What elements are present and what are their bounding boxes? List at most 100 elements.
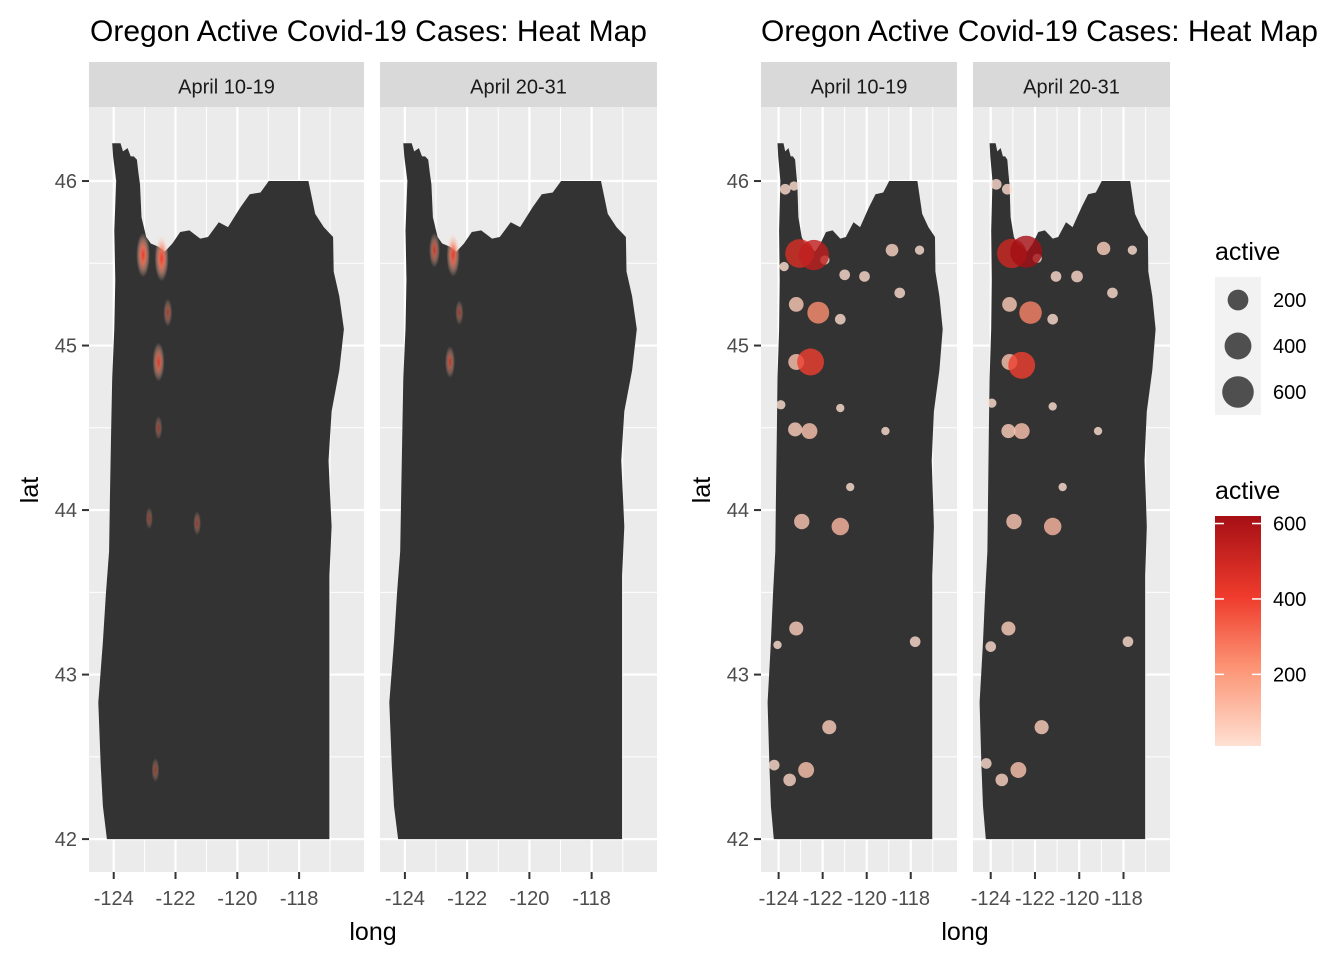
case-point — [886, 244, 899, 257]
heat-hotspot — [136, 233, 150, 278]
y-tick-label: 42 — [727, 829, 749, 851]
case-point — [835, 314, 846, 325]
strip-label-right-1: April 10-19 — [811, 77, 908, 99]
y-tick-label: 42 — [55, 829, 77, 851]
case-point — [1014, 423, 1030, 439]
y-axis-left: 42 43 44 45 46 — [55, 171, 89, 851]
case-point — [991, 179, 1002, 190]
heat-hotspot — [146, 507, 153, 529]
case-point — [789, 297, 804, 312]
y-tick-label: 44 — [727, 500, 749, 522]
case-point — [780, 184, 791, 195]
case-point — [1071, 271, 1083, 283]
x-tick-label: -120 — [217, 888, 257, 910]
facet-right-1: April 10-19 — [761, 62, 957, 872]
y-tick-label: 46 — [727, 171, 749, 193]
size-legend-key — [1222, 376, 1254, 408]
case-point — [1097, 242, 1110, 255]
colorbar — [1215, 516, 1261, 746]
size-legend-label: 200 — [1273, 290, 1306, 312]
y-tick-label: 45 — [55, 336, 77, 358]
x-axis-left-2: -124 -122 -120 -118 — [385, 872, 611, 910]
case-point — [801, 423, 817, 439]
colorbar-label: 600 — [1273, 514, 1306, 536]
strip-label-right-2: April 20-31 — [1023, 77, 1120, 99]
case-point — [1035, 720, 1049, 734]
x-tick-label: -124 — [759, 888, 799, 910]
chart-left-title: Oregon Active Covid-19 Cases: Heat Map — [90, 15, 647, 48]
case-point — [985, 641, 996, 652]
x-tick-label: -124 — [971, 888, 1011, 910]
x-axis-right-1: -124 -122 -120 -118 — [759, 872, 930, 910]
case-point — [1001, 424, 1015, 438]
case-point — [1002, 184, 1013, 195]
case-point — [822, 720, 836, 734]
case-point — [788, 422, 802, 436]
size-legend-label: 400 — [1273, 336, 1306, 358]
case-point — [839, 269, 850, 280]
x-tick-label: -120 — [509, 888, 549, 910]
strip-label-left-2: April 20-31 — [470, 77, 567, 99]
x-tick-label: -124 — [94, 888, 134, 910]
case-point — [1010, 762, 1026, 778]
case-point — [1107, 288, 1118, 299]
oregon-shape — [98, 143, 344, 839]
case-point — [1128, 245, 1137, 254]
x-axis-left-1: -124 -122 -120 -118 — [94, 872, 319, 910]
case-point — [915, 245, 924, 254]
case-point — [1049, 402, 1057, 410]
case-point — [798, 762, 814, 778]
case-point — [789, 621, 803, 635]
size-legend: active 200 400 600 — [1215, 238, 1306, 415]
x-tick-label: -120 — [847, 888, 887, 910]
y-axis-title-left: lat — [16, 477, 44, 503]
case-point — [1058, 483, 1066, 491]
case-point — [859, 271, 870, 282]
facet-right-2: April 20-31 — [973, 62, 1170, 872]
facet-left-2: April 20-31 — [380, 62, 657, 872]
heat-hotspot — [155, 235, 169, 281]
y-tick-label: 43 — [727, 665, 749, 687]
case-point — [1094, 427, 1102, 435]
chart-right-title: Oregon Active Covid-19 Cases: Heat Map — [761, 15, 1318, 48]
size-legend-key — [1228, 290, 1249, 311]
oregon-shape — [389, 143, 637, 839]
x-tick-label: -118 — [280, 888, 319, 910]
x-tick-label: -122 — [1015, 888, 1055, 910]
case-point — [1002, 297, 1017, 312]
heat-hotspot — [152, 758, 160, 782]
case-point — [773, 641, 781, 649]
colorbar-label: 400 — [1273, 589, 1306, 611]
heat-hotspot — [447, 233, 460, 276]
y-axis-right: 42 43 44 45 46 — [727, 171, 761, 851]
case-point — [981, 758, 992, 769]
case-point — [799, 240, 829, 270]
chart-right: Oregon Active Covid-19 Cases: Heat Map A… — [688, 15, 1318, 946]
size-legend-title: active — [1215, 238, 1280, 266]
x-tick-label: -124 — [385, 888, 425, 910]
heat-hotspot — [163, 299, 172, 327]
x-tick-label: -122 — [803, 888, 843, 910]
color-legend: active 200 400 600 — [1215, 477, 1306, 746]
case-point — [776, 400, 785, 409]
color-legend-title: active — [1215, 477, 1280, 505]
x-tick-label: -118 — [891, 888, 930, 910]
y-tick-label: 43 — [55, 665, 77, 687]
case-point — [910, 636, 921, 647]
case-point — [1044, 518, 1061, 535]
x-tick-label: -118 — [572, 888, 611, 910]
y-tick-label: 46 — [55, 171, 77, 193]
case-point — [987, 398, 996, 407]
case-point — [783, 774, 796, 787]
x-axis-right-2: -124 -122 -120 -118 — [971, 872, 1143, 910]
size-legend-label: 600 — [1273, 382, 1306, 404]
heat-hotspot — [445, 346, 455, 378]
case-point — [881, 427, 889, 435]
heat-hotspot — [153, 343, 165, 382]
facet-left-1: April 10-19 — [89, 62, 364, 872]
y-tick-label: 45 — [727, 336, 749, 358]
case-point — [794, 514, 809, 529]
case-point — [846, 483, 854, 491]
case-point — [779, 262, 788, 271]
